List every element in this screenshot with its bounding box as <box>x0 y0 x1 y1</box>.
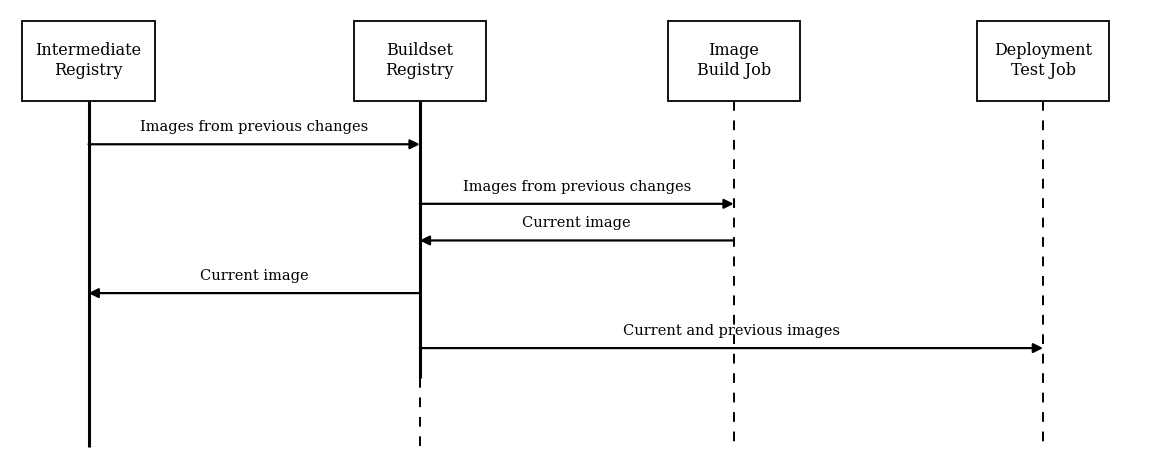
FancyBboxPatch shape <box>667 21 800 101</box>
Text: Current image: Current image <box>522 216 631 230</box>
Text: Intermediate
Registry: Intermediate Registry <box>36 43 141 79</box>
Text: Buildset
Registry: Buildset Registry <box>385 43 454 79</box>
Text: Current and previous images: Current and previous images <box>623 324 840 338</box>
Text: Images from previous changes: Images from previous changes <box>462 180 691 194</box>
FancyBboxPatch shape <box>978 21 1109 101</box>
Text: Images from previous changes: Images from previous changes <box>140 120 368 134</box>
FancyBboxPatch shape <box>23 21 154 101</box>
Text: Deployment
Test Job: Deployment Test Job <box>994 43 1092 79</box>
Text: Current image: Current image <box>200 269 308 283</box>
Text: Image
Build Job: Image Build Job <box>697 43 770 79</box>
FancyBboxPatch shape <box>354 21 486 101</box>
